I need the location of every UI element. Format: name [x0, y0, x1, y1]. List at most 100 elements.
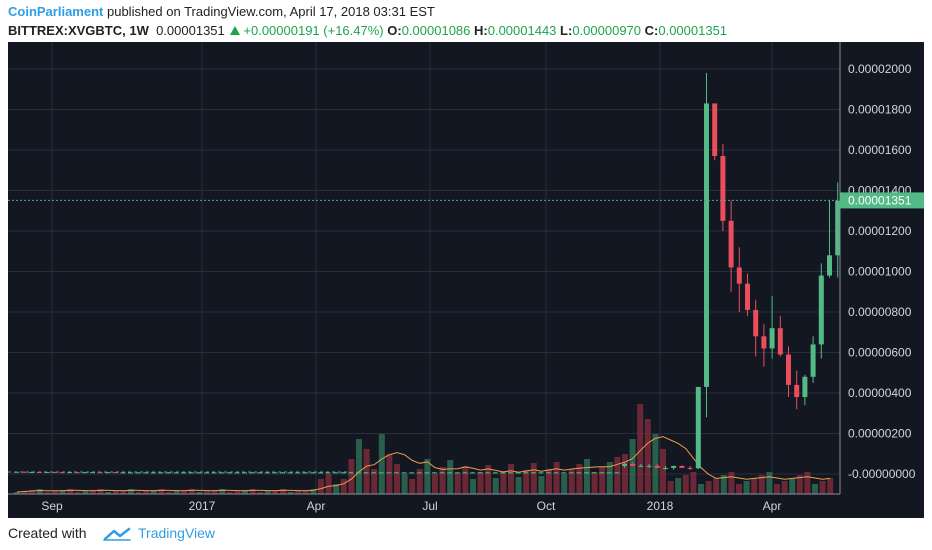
candle [794, 370, 800, 410]
volume-bar [819, 481, 826, 494]
volume-bar [150, 490, 157, 494]
candle [166, 472, 171, 474]
volume-bar [454, 473, 461, 494]
candle [21, 471, 27, 473]
candle [818, 263, 824, 359]
volume-bar [386, 454, 393, 494]
volume-bar [287, 492, 294, 494]
volume-bar [325, 474, 332, 494]
volume-bar [181, 490, 188, 494]
candle [295, 472, 301, 474]
candle [802, 374, 808, 406]
tradingview-cloud-icon[interactable] [102, 527, 132, 541]
volume-bar [36, 489, 43, 494]
volume-bar [690, 472, 697, 494]
current-price-label: 0.00001351 [848, 193, 912, 207]
close-value: 0.00001351 [658, 23, 728, 38]
volume-bar [743, 481, 750, 494]
volume-bar [52, 491, 58, 494]
candle [196, 472, 202, 474]
volume-bar [188, 489, 195, 494]
candle [52, 471, 57, 473]
volume-bar [812, 484, 818, 494]
time-tick-label: 2017 [189, 499, 216, 513]
current-price-tag [840, 192, 924, 209]
volume-bar [401, 474, 408, 494]
high-value: 0.00001443 [487, 23, 557, 38]
volume-bar [340, 479, 347, 494]
candle [599, 472, 605, 474]
candle [553, 472, 559, 474]
candle [211, 472, 217, 474]
volume-bar [447, 460, 454, 494]
candle [835, 182, 841, 278]
volume-bar [515, 477, 522, 494]
candle [654, 463, 660, 468]
candle [173, 472, 179, 474]
candle [568, 472, 574, 474]
volume-bar [546, 469, 552, 494]
time-axis[interactable]: Sep 2017 Apr Jul Oct 2018 Apr [8, 493, 840, 513]
open-label: O: [387, 23, 402, 38]
author-link[interactable]: CoinParliament [8, 4, 104, 19]
volume-bar [599, 467, 606, 494]
candle [348, 472, 354, 474]
chart-area[interactable]: 0.00002000 0.00001800 0.00001600 0.00001400… [8, 42, 924, 518]
candle [386, 472, 392, 474]
volume-bar [576, 464, 583, 494]
created-with-text: Created with [8, 525, 87, 541]
price-tick-label: 0.00000600 [848, 346, 912, 360]
volume-bar [120, 490, 127, 494]
candle [712, 103, 718, 161]
candle [14, 471, 19, 473]
volume-bar [295, 491, 302, 494]
volume-bar [675, 478, 682, 494]
volume-bar [629, 439, 636, 494]
candle [679, 465, 685, 468]
candle [606, 472, 612, 474]
volume-bar [728, 472, 735, 494]
volume-bar [470, 479, 476, 494]
volume-bar [249, 489, 256, 494]
volume-bar [128, 489, 134, 494]
candle [777, 316, 783, 357]
candle [44, 471, 50, 473]
volume-bar [462, 466, 469, 494]
candle [591, 472, 597, 474]
candle [638, 463, 644, 467]
candle [786, 346, 791, 398]
volume-bar [348, 459, 355, 494]
candlestick-chart[interactable]: 0.000020000.000018000.000016000.00001400… [8, 42, 924, 518]
volume-bar [758, 475, 765, 494]
volume-bar [622, 454, 628, 494]
volume-bar [736, 484, 742, 494]
candle [695, 386, 701, 469]
volume-bar [682, 475, 689, 494]
volume-bar [409, 479, 416, 494]
candle [325, 472, 331, 474]
volume-bar [751, 478, 758, 494]
volume-bar [378, 434, 385, 494]
tradingview-link[interactable]: TradingView [138, 525, 216, 541]
candle [59, 471, 65, 474]
price-axis[interactable]: 0.000020000.000018000.000016000.00001400… [839, 42, 916, 494]
candle [409, 472, 415, 474]
low-value: 0.00000970 [572, 23, 642, 38]
candle [249, 472, 255, 474]
candle [584, 472, 589, 474]
candle [622, 461, 627, 468]
volume-bar [257, 492, 264, 494]
candle [736, 247, 742, 312]
volume-bar [477, 472, 484, 494]
volume-bar [166, 492, 172, 494]
price-tick-label: 0.00000800 [848, 305, 912, 319]
volume-bar [318, 479, 324, 494]
volume-bar [143, 491, 150, 494]
volume-bar [135, 492, 142, 494]
candle [485, 472, 491, 474]
candle [424, 472, 430, 474]
candle [67, 471, 73, 474]
volume-bar [774, 484, 780, 494]
candle [318, 472, 323, 474]
volume-bar [637, 404, 644, 494]
